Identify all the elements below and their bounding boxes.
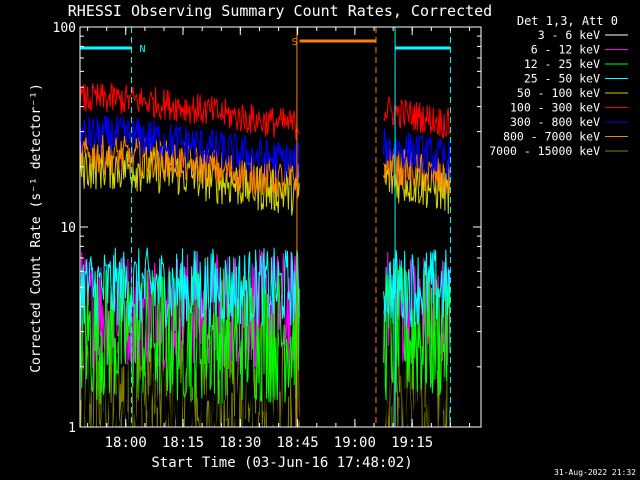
y-tick-label-2: 100 bbox=[53, 21, 76, 36]
legend-label-3: 25 - 50 keV bbox=[524, 72, 600, 86]
annotation-label-1: S bbox=[292, 37, 298, 48]
x-tick-label-1: 18:15 bbox=[162, 435, 204, 451]
legend-label-4: 50 - 100 keV bbox=[517, 86, 600, 100]
series-line-4-seg-0 bbox=[80, 143, 300, 216]
plot-clip-group: NS bbox=[80, 27, 451, 427]
legend-label-1: 6 - 12 keV bbox=[531, 43, 600, 57]
legend-label-6: 300 - 800 keV bbox=[510, 115, 600, 129]
x-tick-label-3: 18:45 bbox=[276, 435, 318, 451]
legend-label-5: 100 - 300 keV bbox=[510, 101, 600, 115]
footer-timestamp: 31-Aug-2022 21:32 bbox=[554, 468, 636, 477]
series-line-5-seg-1 bbox=[383, 96, 451, 140]
x-tick-label-2: 18:30 bbox=[219, 435, 261, 451]
legend-label-2: 12 - 25 keV bbox=[524, 57, 600, 71]
plot-area: NS bbox=[80, 27, 451, 427]
x-tick-label-5: 19:15 bbox=[391, 435, 433, 451]
y-tick-label-0: 1 bbox=[68, 421, 76, 436]
axes: 18:00 18:15 18:30 18:45 19:00 19:15 1 10 100 bbox=[53, 21, 482, 451]
x-tick-label-4: 19:00 bbox=[334, 435, 376, 451]
x-axis-label: Start Time (03-Jun-16 17:48:02) bbox=[151, 455, 412, 471]
x-tick-label-0: 18:00 bbox=[105, 435, 147, 451]
legend-label-0: 3 - 6 keV bbox=[538, 28, 600, 42]
legend-label-8: 7000 - 15000 keV bbox=[489, 144, 600, 158]
chart-title: RHESSI Observing Summary Count Rates, Co… bbox=[68, 2, 492, 20]
y-axis-label: Corrected Count Rate (s⁻¹ detector⁻¹) bbox=[29, 83, 44, 373]
series-line-6-seg-0 bbox=[80, 114, 300, 180]
series-line-3-seg-0 bbox=[80, 247, 300, 329]
legend-label-7: 800 - 7000 keV bbox=[503, 130, 600, 144]
y-tick-label-1: 10 bbox=[60, 221, 76, 236]
series-line-5-seg-0 bbox=[80, 82, 300, 141]
series-line-0-seg-0 bbox=[80, 322, 300, 427]
legend-header: Det 1,3, Att 0 bbox=[517, 14, 618, 28]
annotation-label-0: N bbox=[140, 44, 146, 55]
